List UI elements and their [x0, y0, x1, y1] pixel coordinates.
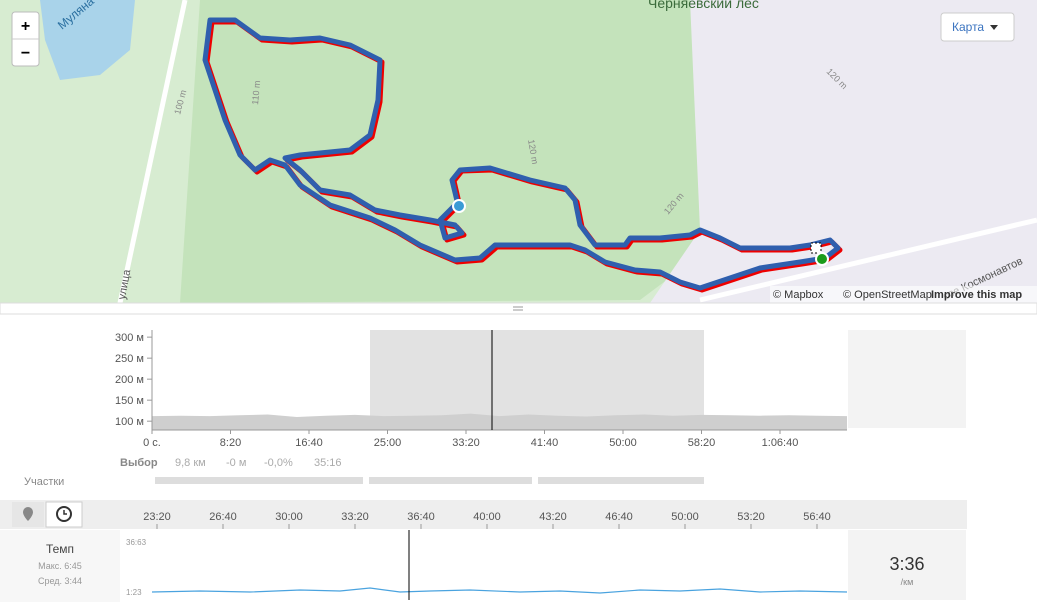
timeline-tick-label: 50:00: [671, 511, 699, 523]
timeline-tick-label: 23:20: [143, 511, 171, 523]
map: Черняевский лес Муляна улица ссе Космона…: [0, 0, 1037, 304]
timeline-tick-label: 53:20: [737, 511, 765, 523]
pace-unit: /км: [901, 577, 914, 587]
x-tick-label: 50:00: [609, 437, 637, 449]
pin-icon: [23, 507, 33, 521]
segment-bar[interactable]: [538, 477, 704, 484]
timeline-tick-label: 33:20: [341, 511, 369, 523]
pace-value-panel: [848, 530, 966, 600]
y-tick-label: 250 м: [115, 353, 144, 365]
elevation-chart: 100 м 150 м 200 м 250 м 300 м 0 с. 8:20 16:40 25…: [115, 330, 966, 449]
x-tick-label: 58:20: [688, 437, 716, 449]
pace-title: Темп: [46, 542, 74, 556]
timeline-ticks: 23:20 26:40 30:00 33:20 36:40 40:00 43:20 46:40…: [143, 511, 831, 529]
pace-line: [151, 587, 848, 594]
dropdown-caret: [990, 25, 998, 30]
pace-current: 3:36: [889, 554, 924, 574]
selection-value: -0,0%: [264, 457, 293, 469]
pace-label-panel: [0, 530, 120, 602]
zoom-out[interactable]: −: [21, 45, 30, 62]
timeline-tick-label: 26:40: [209, 511, 237, 523]
segment-bar[interactable]: [155, 477, 363, 484]
timeline-tick-label: 56:40: [803, 511, 831, 523]
y-tick-label: 100 м: [115, 416, 144, 428]
contour-label: 110 m: [250, 80, 262, 105]
x-tick-label: 25:00: [374, 437, 402, 449]
segments-label: Участки: [24, 476, 64, 488]
y-tick-label: 300 м: [115, 332, 144, 344]
map-label: Черняевский лес: [648, 0, 759, 11]
x-tick-label: 8:20: [220, 437, 241, 449]
selection-value: -0 м: [226, 457, 246, 469]
attribution[interactable]: Improve this map: [931, 289, 1022, 301]
timeline-tick-label: 36:40: [407, 511, 435, 523]
clock-hand: [63, 510, 67, 515]
y-tick-label: 200 м: [115, 374, 144, 386]
urban-area: [650, 0, 1037, 303]
selection-value: 9,8 км: [175, 457, 206, 469]
clock-icon: [56, 506, 72, 522]
selection-label: Выбор: [120, 457, 158, 469]
pace-avg: Сред. 3:44: [38, 576, 82, 586]
route-blue: [202, 17, 841, 291]
selection-range: [370, 330, 704, 430]
elevation-area: [152, 413, 847, 430]
timeline-tick-label: 46:40: [605, 511, 633, 523]
resize-handle[interactable]: [0, 302, 1037, 315]
timeline-bar: [0, 500, 967, 529]
timeline-tick-label: 30:00: [275, 511, 303, 523]
layer-button[interactable]: [940, 12, 1015, 42]
attribution[interactable]: © Mapbox: [773, 289, 824, 301]
timeline-tick-label: 43:20: [539, 511, 567, 523]
pace-max: Макс. 6:45: [38, 561, 82, 571]
attribution[interactable]: © OpenStreetMap: [843, 289, 932, 301]
pace-ymin: 1:23: [126, 588, 142, 597]
x-tick-label: 41:40: [531, 437, 559, 449]
timeline-tick-label: 40:00: [473, 511, 501, 523]
x-tick-label: 16:40: [295, 437, 323, 449]
railway: [117, 0, 188, 304]
road: [699, 217, 1037, 303]
stats-panel: [848, 330, 966, 428]
start-marker: [815, 252, 829, 266]
segment-bar[interactable]: [369, 477, 532, 484]
position-marker: [452, 199, 466, 213]
attribution-bg: [770, 286, 1037, 303]
pace-ymax: 36:63: [126, 538, 147, 547]
x-tick-label: 33:20: [452, 437, 480, 449]
contour-label: 120 m: [526, 139, 540, 165]
layer-button-label[interactable]: Карта: [952, 20, 984, 34]
lake: [40, 0, 135, 80]
zoom-in[interactable]: +: [21, 18, 30, 35]
finish-flag: [810, 242, 822, 254]
selection-value: 35:16: [314, 457, 342, 469]
x-tick-label: 1:06:40: [762, 437, 799, 449]
y-tick-label: 150 м: [115, 395, 144, 407]
x-tick-label: 0 с.: [143, 437, 161, 449]
map-label: улица: [116, 268, 133, 301]
